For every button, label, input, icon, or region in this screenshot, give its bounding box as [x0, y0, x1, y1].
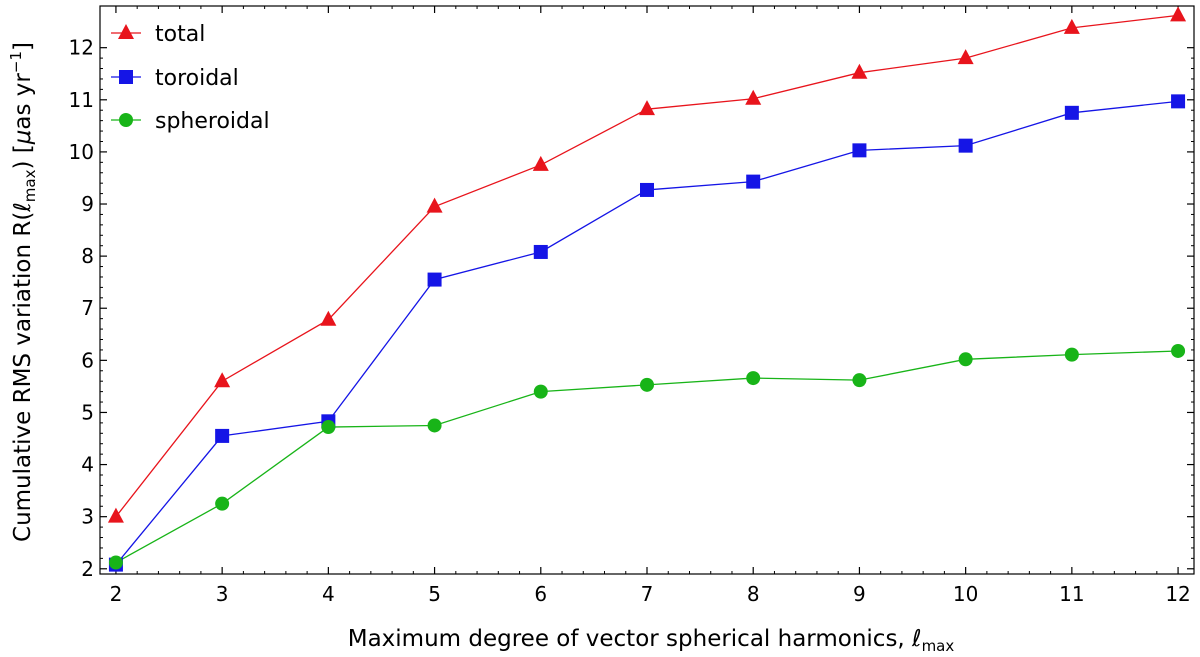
- data-point-toroidal: [958, 138, 973, 153]
- x-tick-label: 3: [216, 582, 229, 606]
- x-tick-label: 7: [641, 582, 654, 606]
- y-tick-label: 3: [81, 505, 94, 529]
- data-point-total: [107, 507, 124, 523]
- data-point-toroidal: [1171, 94, 1186, 109]
- x-tick-label: 5: [428, 582, 441, 606]
- x-tick-label: 11: [1059, 582, 1084, 606]
- data-point-total: [957, 49, 974, 65]
- data-point-toroidal: [533, 244, 548, 259]
- data-point-total: [532, 155, 549, 171]
- data-point-spheroidal: [1171, 343, 1186, 358]
- x-tick-label: 4: [322, 582, 335, 606]
- data-point-spheroidal: [108, 555, 123, 570]
- data-point-total: [851, 63, 868, 79]
- y-tick-label: 11: [69, 88, 94, 112]
- data-point-spheroidal: [852, 373, 867, 388]
- data-point-total: [745, 89, 762, 105]
- data-point-toroidal: [427, 272, 442, 287]
- data-point-total: [214, 372, 231, 388]
- data-point-toroidal: [746, 174, 761, 189]
- data-point-spheroidal: [958, 352, 973, 367]
- y-tick-label: 12: [69, 36, 94, 60]
- data-point-toroidal: [215, 428, 230, 443]
- y-tick-label: 6: [81, 348, 94, 372]
- data-point-spheroidal: [1064, 347, 1079, 362]
- plot-frame: [99, 5, 1195, 575]
- legend-marker-total: [118, 24, 134, 39]
- x-tick-label: 2: [110, 582, 123, 606]
- y-tick-label: 7: [81, 296, 94, 320]
- y-tick-label: 2: [81, 557, 94, 581]
- y-tick-label: 8: [81, 244, 94, 268]
- data-point-spheroidal: [746, 371, 761, 386]
- data-point-spheroidal: [215, 496, 230, 511]
- data-point-total: [426, 197, 443, 213]
- data-point-toroidal: [640, 182, 654, 197]
- legend-label-toroidal: toroidal: [155, 66, 239, 91]
- data-point-spheroidal: [321, 420, 336, 435]
- series-layer: [107, 6, 1187, 572]
- legend-label-total: total: [155, 22, 205, 47]
- x-tick-label: 9: [853, 582, 866, 606]
- y-tick-label: 10: [69, 140, 94, 164]
- x-tick-label: 6: [534, 582, 547, 606]
- data-point-spheroidal: [533, 384, 548, 399]
- data-point-toroidal: [852, 143, 867, 158]
- y-tick-label: 5: [81, 400, 94, 424]
- data-point-total: [1063, 18, 1080, 34]
- y-tick-label: 4: [81, 453, 94, 477]
- y-axis-label: Cumulative RMS variation R(ℓmax) [μas yr…: [7, 42, 39, 542]
- x-tick-label: 12: [1165, 582, 1190, 606]
- x-axis-label: Maximum degree of vector spherical harmo…: [348, 626, 955, 655]
- ticks-layer: 2 3 4 5 6 7 8 9 10 11 12 2 3 4 5 6 7 8 9 10 11 12: [69, 6, 1194, 606]
- legend-marker-spheroidal: [119, 113, 133, 127]
- data-point-spheroidal: [427, 418, 442, 433]
- legend-label-spheroidal: spheroidal: [155, 109, 270, 134]
- data-point-toroidal: [1064, 105, 1079, 120]
- data-point-total: [639, 100, 655, 116]
- legend: total toroidal spheroidal: [111, 22, 270, 134]
- x-tick-label: 10: [953, 582, 978, 606]
- x-tick-label: 8: [747, 582, 760, 606]
- data-point-total: [1170, 6, 1187, 22]
- legend-marker-toroidal: [119, 70, 133, 84]
- y-tick-label: 9: [81, 192, 94, 216]
- data-point-total: [320, 310, 337, 326]
- data-point-spheroidal: [640, 377, 654, 392]
